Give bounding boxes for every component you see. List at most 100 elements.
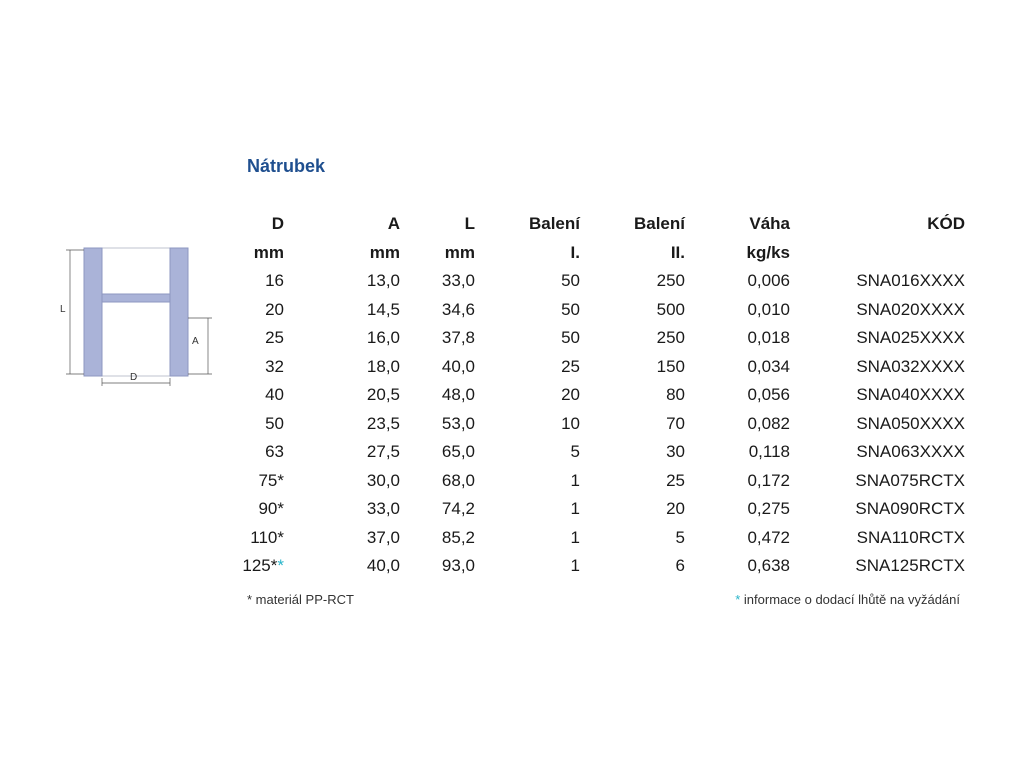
cell-d-value: 90 — [258, 499, 278, 519]
cell-d-value: 32 — [265, 356, 284, 376]
cell-baleni-1: 20 — [561, 385, 580, 405]
unit-a: mm — [369, 242, 400, 262]
cell-kod: SNA040XXXX — [856, 385, 965, 405]
cell-kod: SNA125RCTX — [855, 556, 965, 576]
cell-l: 48,0 — [441, 385, 475, 405]
cell-l: 33,0 — [441, 271, 475, 291]
footnote-material: * materiál PP-RCT — [247, 592, 354, 607]
coupling-diagram: L A D — [60, 247, 212, 386]
cell-l: 85,2 — [441, 527, 475, 547]
table-row: 63 27,5 65,0 5 30 0,118 SNA063XXXX — [240, 438, 965, 467]
cell-d: 90* — [240, 495, 284, 524]
unit-baleni-2: II. — [670, 242, 685, 262]
cell-kod: SNA050XXXX — [856, 413, 965, 433]
cell-l: 93,0 — [441, 556, 475, 576]
table-row: 25 16,0 37,8 50 250 0,018 SNA025XXXX — [240, 324, 965, 353]
footnote-delivery: * informace o dodací lhůtě na vyžádání — [735, 592, 960, 607]
cell-baleni-2: 80 — [666, 385, 685, 405]
cell-baleni-2: 70 — [666, 413, 685, 433]
cell-vaha: 0,018 — [747, 328, 790, 348]
cell-baleni-1: 25 — [561, 356, 580, 376]
cell-baleni-1: 5 — [570, 442, 580, 462]
cell-baleni-2: 20 — [666, 499, 685, 519]
cell-baleni-1: 50 — [561, 299, 580, 319]
cell-d: 40 — [240, 381, 284, 410]
cell-a: 33,0 — [366, 499, 400, 519]
cell-d-value: 50 — [265, 413, 284, 433]
cell-d: 125** — [240, 552, 284, 581]
cell-vaha: 0,082 — [747, 413, 790, 433]
unit-l: mm — [444, 242, 475, 262]
cell-d-mark-delivery: * — [277, 556, 284, 576]
cell-baleni-2: 500 — [656, 299, 685, 319]
cell-baleni-1: 50 — [561, 271, 580, 291]
footnote-delivery-mark: * — [735, 592, 741, 607]
spec-table: D A L Balení Balení Váha KÓD mm mm mm I.… — [240, 210, 965, 581]
cell-a: 37,0 — [366, 527, 400, 547]
cell-baleni-1: 50 — [561, 328, 580, 348]
cell-kod: SNA025XXXX — [856, 328, 965, 348]
cell-d: 110* — [240, 524, 284, 553]
cell-d-value: 75 — [258, 470, 278, 490]
cell-d: 50 — [240, 410, 284, 439]
cell-d-value: 25 — [265, 328, 284, 348]
table-row: 40 20,5 48,0 20 80 0,056 SNA040XXXX — [240, 381, 965, 410]
cell-d: 25 — [240, 324, 284, 353]
cell-d-value: 63 — [265, 442, 284, 462]
table-row: 75* 30,0 68,0 1 25 0,172 SNA075RCTX — [240, 467, 965, 496]
cell-a: 40,0 — [366, 556, 400, 576]
cell-kod: SNA090RCTX — [855, 499, 965, 519]
table-row: 90* 33,0 74,2 1 20 0,275 SNA090RCTX — [240, 495, 965, 524]
cell-baleni-2: 250 — [656, 328, 685, 348]
unit-baleni-1: I. — [570, 242, 580, 262]
cell-kod: SNA020XXXX — [856, 299, 965, 319]
cell-d: 16 — [240, 267, 284, 296]
cell-baleni-2: 25 — [666, 470, 685, 490]
cell-d: 63 — [240, 438, 284, 467]
cell-baleni-1: 1 — [570, 556, 580, 576]
cell-vaha: 0,010 — [747, 299, 790, 319]
table-row: 20 14,5 34,6 50 500 0,010 SNA020XXXX — [240, 296, 965, 325]
col-header-a: A — [387, 214, 400, 234]
cell-d-value: 20 — [265, 299, 284, 319]
page-title: Nátrubek — [247, 156, 326, 176]
cell-baleni-1: 10 — [561, 413, 580, 433]
cell-vaha: 0,275 — [747, 499, 790, 519]
dimension-label-a: A — [192, 336, 199, 347]
cell-baleni-2: 6 — [675, 556, 685, 576]
dimension-label-d: D — [130, 372, 137, 383]
cell-l: 68,0 — [441, 470, 475, 490]
cell-kod: SNA075RCTX — [855, 470, 965, 490]
table-row: 125** 40,0 93,0 1 6 0,638 SNA125RCTX — [240, 552, 965, 581]
cell-a: 14,5 — [366, 299, 400, 319]
cell-d: 32 — [240, 353, 284, 382]
unit-vaha: kg/ks — [746, 242, 790, 262]
table-row: 110* 37,0 85,2 1 5 0,472 SNA110RCTX — [240, 524, 965, 553]
cell-kod: SNA032XXXX — [856, 356, 965, 376]
cell-d-value: 125 — [242, 556, 271, 576]
cell-l: 40,0 — [441, 356, 475, 376]
col-header-d: D — [271, 214, 284, 234]
cell-baleni-2: 150 — [656, 356, 685, 376]
cell-baleni-2: 250 — [656, 271, 685, 291]
col-header-kod: KÓD — [927, 214, 965, 234]
unit-row: mm mm mm I. II. kg/ks — [240, 239, 965, 268]
cell-d: 20 — [240, 296, 284, 325]
header-row: D A L Balení Balení Váha KÓD — [240, 210, 965, 239]
cell-d-mark: * — [277, 527, 284, 547]
cell-kod: SNA110RCTX — [856, 527, 965, 547]
cell-a: 16,0 — [366, 328, 400, 348]
cell-l: 74,2 — [441, 499, 475, 519]
cell-d-value: 40 — [265, 385, 284, 405]
col-header-baleni-2: Balení — [633, 214, 685, 234]
col-header-l: L — [464, 214, 475, 234]
cell-vaha: 0,056 — [747, 385, 790, 405]
cell-vaha: 0,472 — [747, 527, 790, 547]
cell-d-mark: * — [277, 499, 284, 519]
cell-vaha: 0,034 — [747, 356, 790, 376]
col-header-vaha: Váha — [749, 214, 790, 234]
cell-a: 20,5 — [366, 385, 400, 405]
cell-d-mark: * — [270, 556, 278, 576]
cell-d-value: 110 — [250, 527, 278, 547]
cell-baleni-2: 30 — [666, 442, 685, 462]
